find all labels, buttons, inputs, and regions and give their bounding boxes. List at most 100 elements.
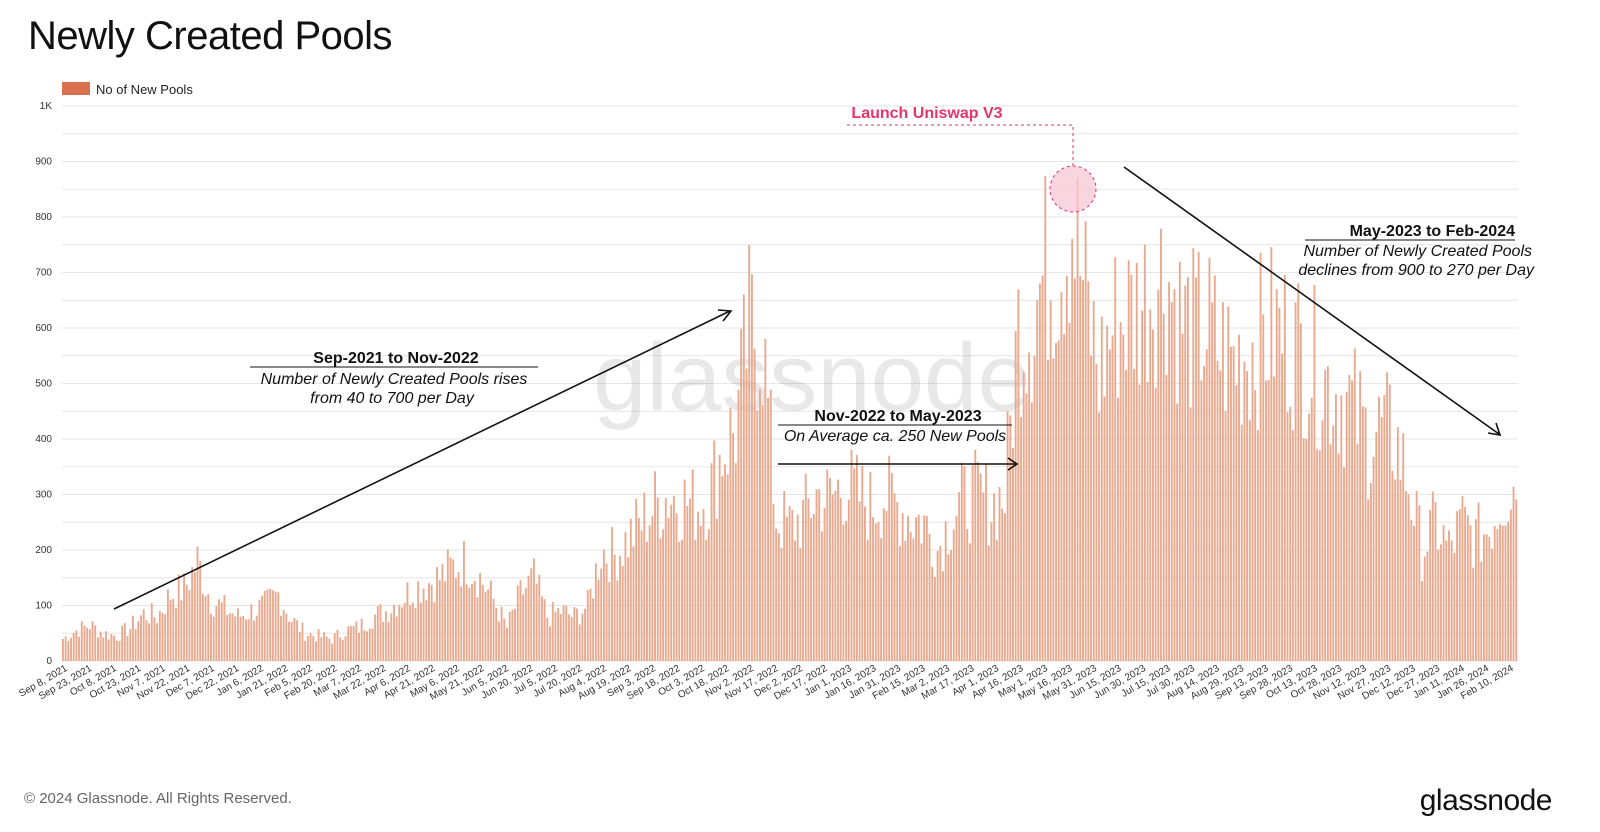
bar [336, 629, 339, 661]
bar [549, 626, 552, 661]
bar [689, 498, 691, 661]
trend-arrow-up [113, 310, 731, 610]
bar [506, 627, 508, 661]
bar [866, 539, 869, 661]
bar [489, 580, 492, 661]
bar [1025, 393, 1028, 661]
bar [1205, 349, 1208, 661]
bar [285, 613, 288, 661]
bar [570, 616, 573, 661]
bar [1200, 380, 1203, 661]
bar [150, 603, 153, 661]
bar [366, 631, 368, 661]
bar [1238, 334, 1240, 661]
y-tick-label: 300 [35, 490, 52, 501]
copyright-text: © 2024 Glassnode. All Rights Reserved. [24, 790, 292, 807]
bar [1410, 519, 1413, 661]
bar [952, 529, 955, 661]
bar [1001, 508, 1004, 661]
bar [584, 608, 586, 661]
annotation-2-line-1: On Average ca. 250 New Pools [784, 428, 1006, 445]
bar [1415, 490, 1418, 661]
bar [522, 594, 525, 661]
bar [1472, 567, 1475, 661]
bar [465, 584, 468, 661]
bar [1154, 387, 1157, 661]
bar [409, 605, 412, 661]
bar [864, 506, 866, 661]
bar [169, 599, 172, 661]
bar [796, 514, 799, 661]
bar [753, 348, 756, 661]
bar [613, 554, 616, 661]
bar [191, 567, 194, 661]
bar [1369, 483, 1372, 661]
bar [479, 573, 482, 661]
bar [1044, 176, 1047, 661]
bar [516, 585, 519, 661]
bar [1458, 509, 1461, 661]
bar [608, 582, 611, 661]
bar [266, 589, 269, 661]
bar [831, 494, 834, 661]
bar [885, 510, 888, 661]
bar [1512, 486, 1515, 661]
bar [724, 464, 726, 661]
bar [1310, 397, 1313, 661]
bar [656, 497, 659, 661]
bar [1127, 260, 1130, 661]
bar [1082, 280, 1084, 661]
bar [1146, 381, 1149, 661]
bar [923, 515, 926, 661]
bar [837, 479, 839, 661]
bar [118, 641, 121, 661]
bar [153, 617, 156, 661]
bar [1448, 530, 1450, 661]
bar [374, 614, 377, 661]
bar [1431, 491, 1434, 661]
bar [1329, 444, 1332, 661]
bar [977, 462, 979, 661]
bar [562, 605, 565, 661]
bar [263, 590, 266, 661]
bar [1189, 407, 1192, 661]
bar [990, 522, 993, 661]
bar [640, 530, 643, 661]
bar [705, 539, 708, 661]
bar [664, 498, 667, 661]
bar [519, 580, 522, 661]
bar [242, 615, 245, 661]
bar [1240, 424, 1243, 661]
bar [441, 564, 444, 661]
bar [193, 571, 196, 661]
bar [1345, 391, 1348, 661]
bar [947, 554, 950, 661]
bar [250, 604, 253, 661]
bar [492, 598, 495, 661]
bar [1353, 348, 1356, 661]
bar [444, 581, 447, 661]
y-tick-label: 500 [35, 379, 52, 390]
bar [602, 549, 605, 661]
bar [729, 407, 732, 661]
bar [1466, 515, 1469, 661]
annotation-3-line-1: Number of Newly Created Pools [1303, 243, 1532, 260]
bar [393, 604, 395, 661]
bar [309, 633, 312, 661]
bar [231, 613, 234, 661]
bar [1300, 323, 1302, 661]
bar [1143, 244, 1146, 661]
bar [557, 607, 560, 661]
bar [1265, 380, 1267, 661]
bar [1060, 291, 1063, 661]
bar [931, 566, 934, 661]
y-tick-label: 700 [35, 268, 52, 279]
bar [62, 638, 64, 661]
bar [1197, 251, 1200, 661]
bar [384, 611, 387, 661]
bar [1079, 275, 1082, 661]
bar [436, 567, 438, 661]
bar [643, 492, 646, 661]
bar [376, 605, 379, 661]
bar [258, 599, 261, 661]
